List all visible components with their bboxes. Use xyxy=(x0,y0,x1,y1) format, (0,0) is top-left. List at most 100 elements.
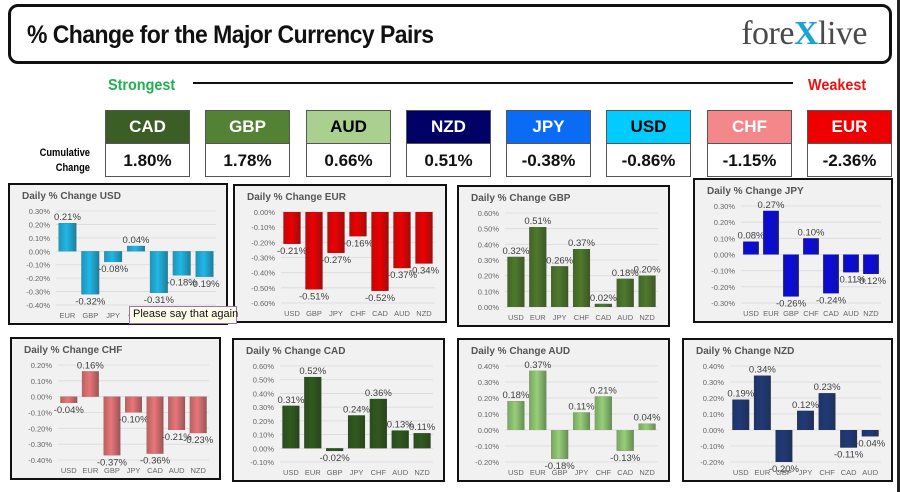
currency-box-jpy: JPY -0.38% xyxy=(506,110,591,177)
x-category-label: USD xyxy=(508,468,524,477)
chart-title: Daily % Change GBP xyxy=(471,193,571,204)
y-tick-label: 0.30% xyxy=(478,256,500,265)
y-tick-label: 0.20% xyxy=(703,394,725,403)
currency-code: NZD xyxy=(407,111,490,144)
bar-aud xyxy=(391,430,409,449)
data-label: 0.37% xyxy=(524,360,551,371)
chart-panel-gbp: Daily % Change GBP 0.60% 0.50% 0.40% 0.30% 0.… xyxy=(457,185,670,327)
title-banner: % Change for the Major Currency Pairs fo… xyxy=(8,4,892,64)
y-tick-label: -0.20% xyxy=(700,458,724,467)
x-category-label: USD xyxy=(283,468,299,477)
currency-code: AUD xyxy=(307,111,390,144)
x-category-label: EUR xyxy=(60,311,76,320)
cumulative-value: 1.78% xyxy=(223,150,272,170)
data-label: -0.04% xyxy=(855,438,886,449)
chart-title: Daily % Change NZD xyxy=(696,346,795,357)
x-category-label: JPY xyxy=(575,468,589,477)
data-label: -0.51% xyxy=(299,291,330,302)
data-label: 0.04% xyxy=(123,235,150,246)
x-category-label: JPY xyxy=(350,468,364,477)
x-category-label: CAD xyxy=(595,313,611,322)
x-category-label: JPY xyxy=(127,466,141,475)
y-tick-label: -0.30% xyxy=(711,299,735,308)
bar-chf xyxy=(369,398,387,449)
x-category-label: AUD xyxy=(392,468,408,477)
window-edge xyxy=(897,0,900,492)
bar-aud xyxy=(393,212,411,269)
bar-chart: 0.40% 0.30% 0.20% 0.10% 0.00% -0.10% -0.20% 0.1… xyxy=(475,360,661,477)
cumulative-label-line1: Cumulative xyxy=(39,147,90,159)
weakest-label: Weakest xyxy=(808,77,867,94)
chart-title: Daily % Change EUR xyxy=(247,192,346,203)
bar-cad xyxy=(840,430,858,448)
y-tick-label: 0.10% xyxy=(703,410,725,419)
currency-code: USD xyxy=(607,111,690,144)
y-tick-label: -0.60% xyxy=(251,299,275,308)
bar-chart: 0.60% 0.50% 0.40% 0.30% 0.20% 0.10% 0.00% 0.32%… xyxy=(478,209,661,322)
x-category-label: EUR xyxy=(530,313,546,322)
data-label: -0.18% xyxy=(545,461,576,472)
y-tick-label: 0.00% xyxy=(703,426,725,435)
data-label: 0.36% xyxy=(365,388,392,399)
bar-jpy xyxy=(551,266,569,307)
bar-chf xyxy=(572,249,591,307)
y-tick-label: 0.50% xyxy=(253,376,275,385)
cumulative-value: 0.51% xyxy=(424,150,473,170)
y-tick-label: 0.30% xyxy=(29,207,51,216)
x-category-label: EUR xyxy=(530,468,546,477)
data-label: 0.18% xyxy=(612,268,639,279)
data-label: 0.20% xyxy=(634,265,661,276)
bar-chart: 0.30% 0.20% 0.10% 0.00% -0.10% -0.20% -0.30% -0… xyxy=(26,207,220,320)
x-category-label: NZD xyxy=(191,466,207,475)
bar-aud xyxy=(843,254,859,273)
x-category-label: USD xyxy=(61,466,77,475)
bar-chart: 0.60% 0.50% 0.40% 0.30% 0.20% 0.10% 0.00% -0.10… xyxy=(250,362,436,477)
bar-aud xyxy=(168,396,186,430)
bar-nzd xyxy=(638,275,656,307)
bar-eur xyxy=(763,210,779,255)
bar-nzd xyxy=(195,251,214,277)
data-label: -0.21% xyxy=(162,432,193,443)
currency-code: CHF xyxy=(708,111,791,144)
bar-cad xyxy=(594,303,612,307)
y-tick-label: 0.00% xyxy=(478,303,500,312)
data-label: -0.08% xyxy=(98,264,129,275)
data-label: -0.02% xyxy=(320,453,351,464)
logo-x-icon: X xyxy=(793,15,819,52)
x-category-label: CHF xyxy=(803,309,819,318)
data-label: 0.32% xyxy=(502,246,529,257)
data-label: 0.21% xyxy=(54,212,81,223)
x-category-label: JPY xyxy=(553,313,567,322)
x-category-label: AUD xyxy=(169,466,185,475)
cumulative-value: 1.80% xyxy=(123,150,172,170)
x-category-label: JPY xyxy=(106,311,120,320)
bar-jpy xyxy=(327,212,345,253)
data-label: 0.27% xyxy=(758,200,785,211)
data-label: -0.34% xyxy=(409,266,440,277)
y-tick-label: -0.20% xyxy=(475,458,499,467)
bar-jpy xyxy=(572,412,591,430)
logo-text-right: live xyxy=(818,15,867,52)
y-tick-label: 0.10% xyxy=(478,287,500,296)
x-category-label: CAD xyxy=(617,468,633,477)
y-tick-label: -0.10% xyxy=(251,223,275,232)
data-label: 0.34% xyxy=(749,365,776,376)
bar-jpy xyxy=(347,415,366,449)
y-tick-label: 0.20% xyxy=(29,220,51,229)
x-category-label: JPY xyxy=(799,468,813,477)
x-category-label: GBP xyxy=(327,468,343,477)
y-tick-label: -0.10% xyxy=(711,267,735,276)
bar-cad xyxy=(371,212,389,291)
y-tick-label: 0.40% xyxy=(253,389,275,398)
bar-usd xyxy=(282,405,300,449)
data-label: -0.24% xyxy=(816,295,847,306)
y-tick-label: -0.10% xyxy=(700,442,724,451)
x-category-label: CAD xyxy=(823,309,839,318)
x-category-label: CAD xyxy=(841,468,857,477)
y-tick-label: 0.60% xyxy=(478,209,500,218)
y-tick-label: -0.30% xyxy=(251,254,275,263)
cumulative-value: 0.66% xyxy=(324,150,373,170)
chart-panel-aud: Daily % Change AUD 0.40% 0.30% 0.20% 0.10% 0.… xyxy=(457,338,670,482)
x-category-label: NZD xyxy=(639,313,655,322)
y-tick-label: 0.40% xyxy=(478,240,500,249)
